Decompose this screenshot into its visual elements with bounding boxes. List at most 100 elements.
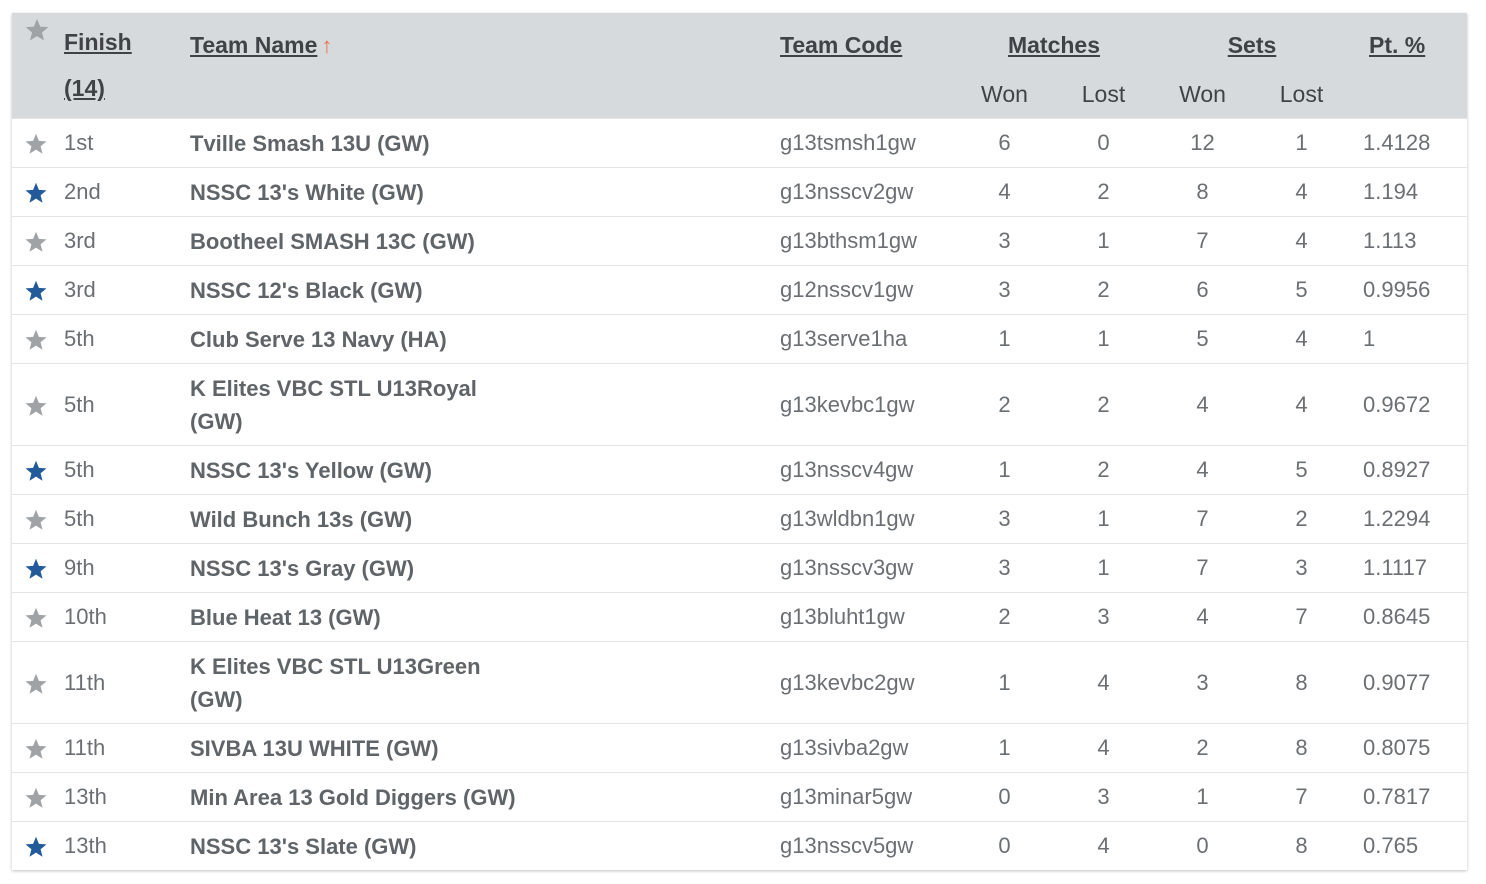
favorite-star-icon[interactable] <box>24 279 48 303</box>
sets-lost-cell: 2 <box>1252 494 1352 544</box>
pct-sort-link[interactable]: Pt. % <box>1369 31 1426 58</box>
team-code-cell: g13nsscv3gw <box>780 543 955 593</box>
team-name-cell[interactable]: Wild Bunch 13s (GW) <box>190 494 780 544</box>
favorite-cell <box>12 592 64 642</box>
team-name-cell[interactable]: Club Serve 13 Navy (HA) <box>190 314 780 364</box>
favorite-star-icon[interactable] <box>24 557 48 581</box>
team-name-line1[interactable]: Blue Heat 13 (GW) <box>190 604 381 630</box>
team-name-line1[interactable]: Min Area 13 Gold Diggers (GW) <box>190 784 516 810</box>
sets-lost-cell: 8 <box>1252 821 1352 870</box>
team-name-line1[interactable]: NSSC 13's White (GW) <box>190 179 424 205</box>
team-name-line1[interactable]: NSSC 13's Slate (GW) <box>190 833 417 859</box>
team-name-line1[interactable]: NSSC 12's Black (GW) <box>190 277 423 303</box>
matches-sort-link[interactable]: Matches <box>1007 31 1101 58</box>
favorite-header-cell <box>12 13 64 119</box>
pct-cell: 1.113 <box>1351 216 1468 266</box>
team-name-cell[interactable]: Blue Heat 13 (GW) <box>190 592 780 642</box>
sets-won-cell: 3 <box>1153 641 1253 724</box>
team-name-cell[interactable]: Min Area 13 Gold Diggers (GW) <box>190 772 780 822</box>
favorite-cell <box>12 216 64 266</box>
sets-lost-cell: 7 <box>1252 592 1352 642</box>
sets-won-cell: 7 <box>1153 216 1253 266</box>
team-name-cell[interactable]: Tville Smash 13U (GW) <box>190 118 780 168</box>
table-row[interactable]: 9th NSSC 13's Gray (GW) g13nsscv3gw 3 1 7 3 1.1… <box>12 543 1468 593</box>
matches-won-header: Won <box>981 81 1028 107</box>
favorite-star-icon[interactable] <box>24 786 48 810</box>
team-name-cell[interactable]: NSSC 12's Black (GW) <box>190 265 780 315</box>
favorite-star-icon[interactable] <box>24 459 48 483</box>
table-row[interactable]: 5th NSSC 13's Yellow (GW) g13nsscv4gw 1 2 4 5 0… <box>12 445 1468 495</box>
matches-won-cell: 1 <box>955 723 1054 773</box>
team-name-line1[interactable]: Club Serve 13 Navy (HA) <box>190 326 447 352</box>
finish-count[interactable]: (14) <box>64 75 105 101</box>
table-row[interactable]: 2nd NSSC 13's White (GW) g13nsscv2gw 4 2 8 4 1.… <box>12 167 1468 217</box>
favorite-star-icon[interactable] <box>24 230 48 254</box>
matches-lost-cell: 2 <box>1054 167 1154 217</box>
pct-cell: 1.2294 <box>1351 494 1468 544</box>
table-row[interactable]: 11th K Elites VBC STL U13Green (GW) g13kevb… <box>12 641 1468 724</box>
team-name-cell[interactable]: NSSC 13's Slate (GW) <box>190 821 780 870</box>
favorite-star-icon[interactable] <box>24 394 48 418</box>
table-row[interactable]: 5th Wild Bunch 13s (GW) g13wldbn1gw 3 1 7 2 1.2… <box>12 494 1468 544</box>
team-name-cell[interactable]: K Elites VBC STL U13Green (GW) <box>190 641 780 724</box>
favorite-star-icon[interactable] <box>24 328 48 352</box>
matches-won-cell: 1 <box>955 314 1054 364</box>
favorite-star-icon[interactable] <box>24 672 48 696</box>
favorite-cell <box>12 494 64 544</box>
team-code-sort-link[interactable]: Team Code <box>780 31 903 58</box>
team-name-line1[interactable]: Tville Smash 13U (GW) <box>190 130 430 156</box>
table-row[interactable]: 3rd NSSC 12's Black (GW) g12nsscv1gw 3 2 6 5 0.… <box>12 265 1468 315</box>
table-row[interactable]: 11th SIVBA 13U WHITE (GW) g13sivba2gw 1 4 2 8 0… <box>12 723 1468 773</box>
favorite-star-icon[interactable] <box>24 181 48 205</box>
team-name-line1[interactable]: SIVBA 13U WHITE (GW) <box>190 735 439 761</box>
team-code-cell: g12nsscv1gw <box>780 265 955 315</box>
table-row[interactable]: 13th Min Area 13 Gold Diggers (GW) g13mina… <box>12 772 1468 822</box>
matches-lost-cell: 0 <box>1054 118 1154 168</box>
team-name-line1[interactable]: NSSC 13's Gray (GW) <box>190 555 415 581</box>
team-code-cell: g13kevbc1gw <box>780 363 955 446</box>
team-name-line1[interactable]: Bootheel SMASH 13C (GW) <box>190 228 475 254</box>
team-name-line1[interactable]: Wild Bunch 13s (GW) <box>190 506 413 532</box>
table-row[interactable]: 13th NSSC 13's Slate (GW) g13nsscv5gw 0 4 0 8 0… <box>12 821 1468 870</box>
team-name-cell[interactable]: K Elites VBC STL U13Royal (GW) <box>190 363 780 446</box>
table-row[interactable]: 5th Club Serve 13 Navy (HA) g13serve1ha 1 1 5… <box>12 314 1468 364</box>
sets-won-cell: 7 <box>1153 543 1253 593</box>
finish-cell: 2nd <box>64 167 190 217</box>
table-row[interactable]: 1st Tville Smash 13U (GW) g13tsmsh1gw 6 0 12 1… <box>12 118 1468 168</box>
sets-won-cell: 1 <box>1153 772 1253 822</box>
team-code-cell: g13sivba2gw <box>780 723 955 773</box>
team-name-cell[interactable]: SIVBA 13U WHITE (GW) <box>190 723 780 773</box>
favorite-star-icon[interactable] <box>24 835 48 859</box>
team-name-cell[interactable]: Bootheel SMASH 13C (GW) <box>190 216 780 266</box>
sets-lost-cell: 4 <box>1252 314 1352 364</box>
team-code-cell: g13nsscv4gw <box>780 445 955 495</box>
sets-won-cell: 7 <box>1153 494 1253 544</box>
sets-sort-link[interactable]: Sets <box>1227 31 1277 58</box>
header-row-secondary: Won Lost Won Lost <box>12 71 1468 119</box>
favorite-star-icon[interactable] <box>24 606 48 630</box>
team-name-cell[interactable]: NSSC 13's White (GW) <box>190 167 780 217</box>
table-row[interactable]: 10th Blue Heat 13 (GW) g13bluht1gw 2 3 4 7 0.86… <box>12 592 1468 642</box>
sets-lost-cell: 7 <box>1252 772 1352 822</box>
team-name-line2[interactable]: (GW) <box>190 686 243 712</box>
favorite-star-icon[interactable] <box>24 508 48 532</box>
team-name-sort-link[interactable]: Team Name <box>190 31 318 58</box>
team-name-cell[interactable]: NSSC 13's Yellow (GW) <box>190 445 780 495</box>
header-spacer <box>190 71 780 119</box>
team-name-line1[interactable]: NSSC 13's Yellow (GW) <box>190 457 432 483</box>
favorite-all-star-icon[interactable] <box>24 17 50 43</box>
table-row[interactable]: 5th K Elites VBC STL U13Royal (GW) g13kevbc… <box>12 363 1468 446</box>
finish-sort-link[interactable]: Finish <box>64 29 132 55</box>
pct-cell: 0.8927 <box>1351 445 1468 495</box>
matches-won-cell: 1 <box>955 641 1054 724</box>
favorite-star-icon[interactable] <box>24 132 48 156</box>
team-name-line2[interactable]: (GW) <box>190 408 243 434</box>
team-name-line1[interactable]: K Elites VBC STL U13Green <box>190 653 481 679</box>
favorite-cell <box>12 723 64 773</box>
matches-won-cell: 0 <box>955 821 1054 870</box>
favorite-star-icon[interactable] <box>24 737 48 761</box>
team-name-line1[interactable]: K Elites VBC STL U13Royal <box>190 375 477 401</box>
table-row[interactable]: 3rd Bootheel SMASH 13C (GW) g13bthsm1gw 3 1 7… <box>12 216 1468 266</box>
finish-cell: 3rd <box>64 216 190 266</box>
team-name-cell[interactable]: NSSC 13's Gray (GW) <box>190 543 780 593</box>
